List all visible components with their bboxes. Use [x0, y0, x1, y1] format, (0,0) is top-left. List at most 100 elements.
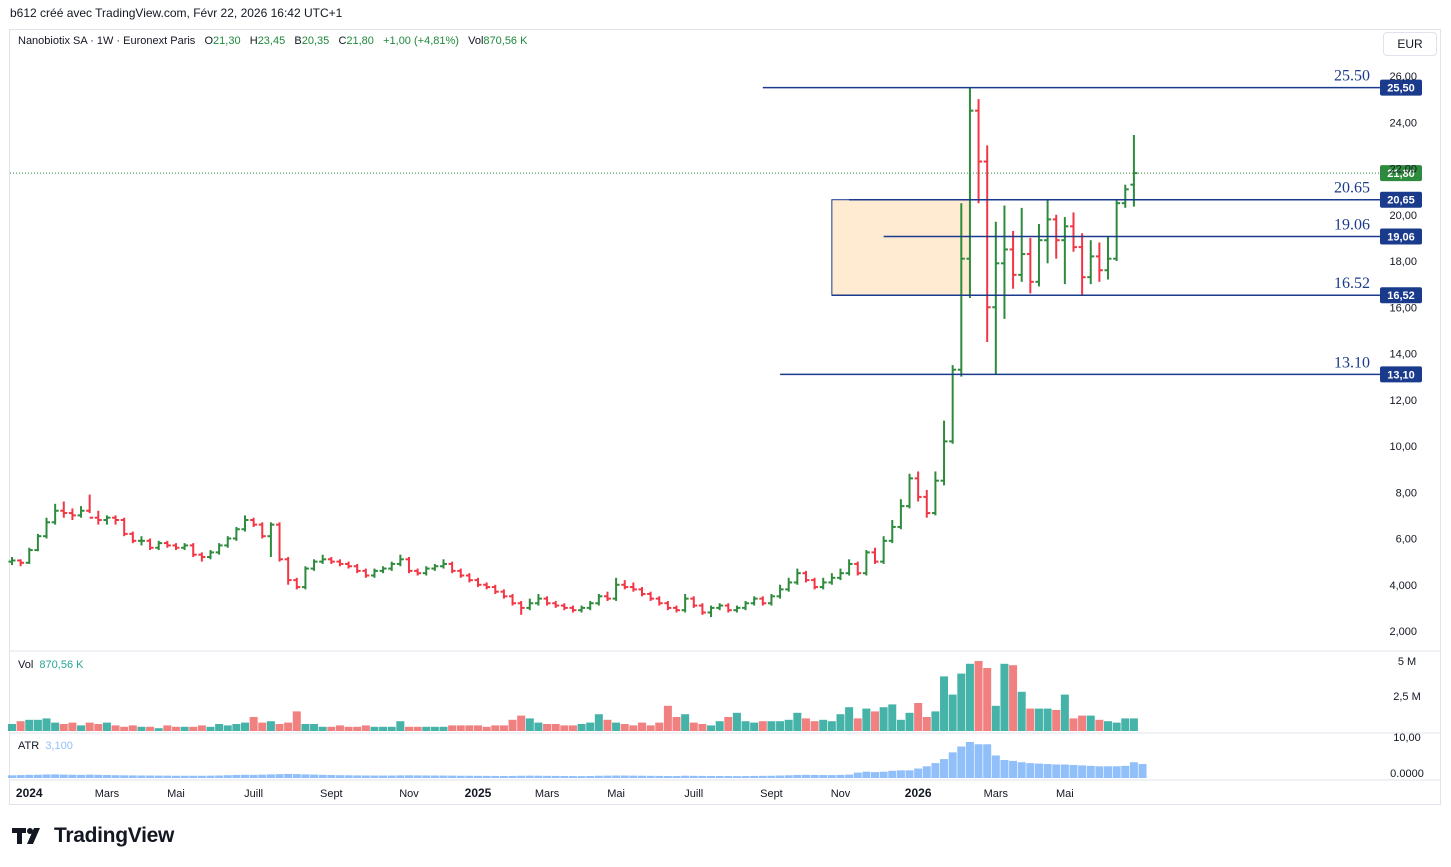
ohlc-bar — [276, 522, 284, 562]
atr-bar — [896, 770, 905, 778]
atr-bar — [491, 775, 500, 778]
volume-bar — [707, 725, 716, 731]
atr-bar — [1129, 762, 1138, 778]
volume-bar — [1086, 715, 1095, 731]
atr-bar — [241, 774, 250, 778]
ohlc-bar — [621, 580, 629, 590]
atr-bar — [568, 776, 577, 778]
date-tick-label: Mars — [535, 788, 560, 800]
date-tick-label: Mai — [607, 788, 625, 800]
ohlc-bar — [655, 596, 663, 606]
price-tick-label: 10,00 — [1389, 441, 1417, 453]
ohlc-bar — [198, 552, 206, 562]
atr-bar — [42, 774, 51, 778]
atr-bar — [1034, 763, 1043, 778]
volume-bar — [1069, 718, 1078, 731]
volume-bar — [922, 717, 931, 731]
volume-bar — [223, 725, 232, 731]
atr-bar — [801, 774, 810, 778]
atr-bar — [146, 775, 155, 778]
ohlc-bar — [1044, 199, 1052, 264]
ohlc-bar — [897, 499, 905, 530]
atr-bar — [120, 775, 129, 778]
volume-bar — [681, 714, 690, 731]
volume-bar — [603, 719, 612, 731]
ohlc-bar — [673, 605, 681, 613]
atr-bar — [871, 772, 879, 778]
atr-bar — [707, 775, 716, 778]
ohlc-bar — [664, 600, 672, 611]
volume-bar — [612, 722, 621, 731]
volume-bar — [499, 725, 508, 731]
ohlc-bar — [345, 561, 353, 569]
price-tick-label: 6,00 — [1396, 534, 1417, 546]
atr-bar — [456, 775, 465, 778]
atr-bar — [543, 775, 552, 778]
ohlc-bar — [517, 600, 525, 615]
atr-bar — [275, 774, 284, 778]
ohlc-bar — [509, 594, 517, 606]
volume-bar — [439, 726, 448, 731]
volume-bar — [974, 661, 983, 731]
atr-bar — [1138, 764, 1147, 778]
volume-bar — [594, 714, 603, 731]
ohlc-bar — [983, 145, 991, 342]
volume-bar — [750, 722, 759, 731]
ohlc-bar — [431, 563, 439, 571]
date-tick-label: 2024 — [16, 786, 43, 800]
volume-bar — [646, 725, 655, 731]
level-tag — [1380, 366, 1422, 383]
atr-bar — [741, 776, 750, 778]
volume-bar — [284, 722, 293, 731]
ohlc-bar — [310, 559, 318, 571]
ohlc-bar — [284, 557, 292, 585]
ohlc-bar — [992, 221, 1000, 375]
volume-bar — [68, 722, 77, 731]
ohlc-bar — [267, 522, 275, 557]
tradingview-logo[interactable]: TradingView — [12, 824, 174, 848]
legend-vol-label: Vol — [468, 35, 484, 47]
legend-c-label: C — [338, 35, 347, 47]
volume-bar — [577, 724, 586, 731]
atr-bar — [1052, 764, 1061, 778]
ohlc-bar — [457, 568, 465, 578]
volume-bar — [77, 725, 86, 731]
volume-bar — [620, 724, 629, 731]
volume-legend: Vol 870,56 K — [18, 659, 83, 671]
volume-bar — [137, 726, 146, 731]
atr-bar — [620, 775, 629, 778]
volume-bar — [525, 718, 534, 731]
volume-bar — [51, 722, 60, 731]
ohlc-bar — [112, 515, 120, 525]
ohlc-bar — [1018, 207, 1026, 282]
ohlc-bar — [552, 600, 560, 608]
ohlc-bar — [327, 557, 335, 564]
ohlc-bar — [1069, 212, 1077, 252]
atr-bar — [249, 774, 258, 778]
atr-bar — [232, 774, 241, 778]
volume-bar — [128, 725, 137, 731]
volume-bar — [474, 725, 483, 731]
ohlc-bar — [647, 591, 655, 601]
volume-bar — [310, 724, 319, 731]
ohlc-bar — [716, 603, 724, 611]
level-label: 19.06 — [1334, 216, 1370, 233]
currency-button[interactable]: EUR — [1383, 32, 1437, 56]
volume-bar — [905, 712, 914, 731]
ohlc-bar — [534, 594, 542, 606]
ohlc-bar — [836, 568, 844, 581]
atr-bar — [499, 775, 508, 778]
atr-bar — [413, 775, 422, 778]
ohlc-bar — [690, 596, 698, 608]
ohlc-bar — [871, 547, 879, 564]
legend-c-value: 21,80 — [346, 35, 374, 47]
volume-bar — [637, 722, 646, 731]
volume-bar — [258, 722, 267, 731]
atr-bar — [1112, 766, 1121, 778]
volume-bar — [767, 721, 776, 731]
atr-bar — [1017, 762, 1026, 778]
date-tick-label: 2026 — [905, 786, 932, 800]
atr-bar — [681, 775, 690, 778]
volume-bar — [1009, 665, 1018, 731]
